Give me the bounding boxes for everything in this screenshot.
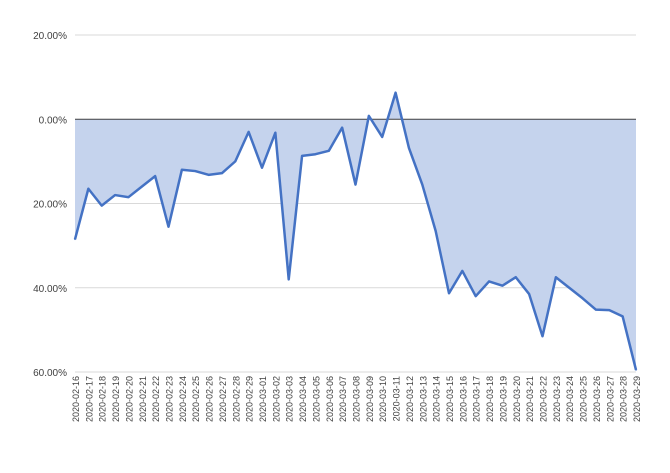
data-point	[234, 160, 237, 163]
x-tick-label: 2020-03-12	[405, 376, 415, 422]
x-tick-label: 2020-03-09	[365, 376, 375, 422]
x-tick-label: 2020-03-13	[418, 376, 428, 422]
area-fill-group	[75, 92, 636, 370]
data-point	[621, 315, 624, 318]
x-tick-label: 2020-03-07	[338, 376, 348, 422]
x-tick-label: 2020-03-02	[271, 376, 281, 422]
data-point	[555, 276, 557, 279]
x-tick-label: 2020-03-28	[619, 376, 629, 422]
x-tick-label: 2020-03-21	[525, 376, 535, 422]
data-point	[434, 230, 437, 232]
data-point	[354, 183, 357, 186]
x-tick-label: 2020-03-20	[512, 376, 522, 422]
x-tick-label: 2020-02-17	[84, 376, 94, 422]
data-point	[127, 196, 130, 198]
data-point	[287, 278, 290, 281]
x-tick-label: 2020-03-17	[472, 376, 482, 422]
data-point	[421, 183, 424, 186]
y-tick-label: 20.00%	[33, 200, 67, 211]
x-tick-label: 2020-02-18	[98, 376, 108, 422]
data-point	[181, 169, 183, 171]
data-point	[581, 297, 584, 300]
y-tick-label: 0.00%	[39, 115, 67, 126]
x-tick-label: 2020-03-01	[258, 376, 268, 422]
x-tick-label: 2020-02-20	[124, 376, 134, 422]
data-point	[635, 369, 637, 371]
data-point	[608, 309, 611, 311]
data-point	[100, 204, 103, 207]
x-tick-label: 2020-02-21	[138, 376, 148, 422]
x-tick-label: 2020-03-08	[352, 376, 362, 422]
data-point	[221, 172, 223, 174]
y-tick-label: 40.00%	[33, 284, 67, 295]
x-tick-label: 2020-02-24	[178, 376, 188, 422]
x-tick-label: 2020-02-25	[191, 376, 201, 422]
data-point	[194, 170, 197, 172]
x-tick-label: 2020-03-29	[632, 376, 642, 422]
x-tick-label: 2020-02-27	[218, 376, 228, 422]
data-point	[488, 280, 490, 283]
data-point	[327, 150, 330, 152]
data-point	[368, 115, 370, 117]
x-axis-tick-labels: 2020-02-16 2020-02-17 2020-02-18 2020-02-19…	[71, 376, 642, 422]
data-point	[408, 147, 410, 149]
data-point	[207, 174, 210, 176]
y-tick-label: 60.00%	[33, 368, 67, 379]
data-point	[247, 131, 250, 133]
data-point	[261, 166, 263, 169]
data-point	[568, 286, 571, 289]
x-tick-label: 2020-03-06	[325, 376, 335, 422]
data-point	[394, 91, 397, 94]
data-point	[528, 293, 530, 295]
x-tick-label: 2020-03-25	[579, 376, 589, 422]
y-axis-tick-labels: 20.00% 0.00% 20.00% 40.00% 60.00%	[33, 31, 67, 379]
data-point	[541, 335, 544, 337]
x-tick-label: 2020-03-19	[498, 376, 508, 422]
x-tick-label: 2020-03-11	[392, 376, 402, 421]
x-tick-label: 2020-03-22	[539, 376, 549, 422]
data-point	[474, 295, 477, 297]
data-point	[381, 136, 384, 138]
x-tick-label: 2020-02-26	[205, 376, 215, 422]
area-fill	[75, 92, 636, 370]
x-tick-label: 2020-03-05	[311, 376, 321, 422]
x-tick-label: 2020-02-29	[245, 376, 255, 422]
data-point	[154, 175, 156, 177]
data-point	[448, 292, 450, 295]
x-tick-label: 2020-03-03	[285, 376, 295, 422]
data-point	[461, 270, 464, 272]
data-point	[74, 238, 76, 241]
x-tick-label: 2020-03-23	[552, 376, 562, 422]
x-tick-label: 2020-02-23	[165, 376, 175, 422]
x-tick-label: 2020-03-14	[432, 376, 442, 422]
data-point	[314, 153, 317, 156]
data-point	[274, 131, 277, 134]
series-line-group	[73, 91, 638, 371]
data-point	[514, 276, 517, 279]
data-point	[140, 185, 143, 188]
x-tick-label: 2020-03-04	[298, 376, 308, 422]
x-tick-label: 2020-02-22	[151, 376, 161, 422]
data-point	[595, 308, 597, 311]
x-tick-label: 2020-02-19	[111, 376, 121, 422]
data-point	[341, 126, 343, 129]
data-point	[501, 284, 504, 287]
x-tick-label: 2020-03-18	[485, 376, 495, 422]
x-tick-label: 2020-03-26	[592, 376, 602, 422]
x-tick-label: 2020-03-27	[605, 376, 615, 422]
data-point	[167, 225, 170, 228]
x-tick-label: 2020-03-16	[458, 376, 468, 422]
y-tick-label: 20.00%	[33, 31, 67, 42]
x-tick-label: 2020-03-24	[565, 376, 575, 422]
data-point	[87, 187, 90, 190]
x-tick-label: 2020-02-16	[71, 376, 81, 422]
x-tick-label: 2020-02-28	[231, 376, 241, 422]
x-tick-label: 2020-03-10	[378, 376, 388, 422]
data-point	[114, 194, 116, 196]
x-tick-label: 2020-03-15	[445, 376, 455, 422]
data-point	[301, 155, 303, 157]
